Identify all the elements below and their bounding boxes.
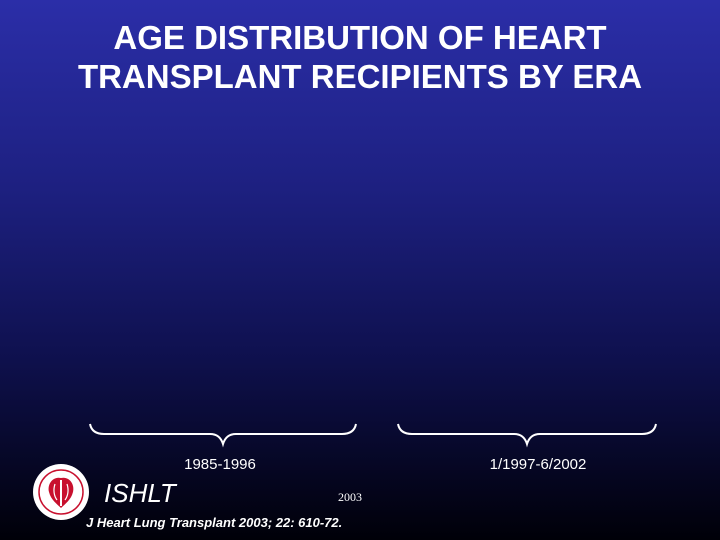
organization-name: ISHLT — [104, 478, 176, 508]
year-label: 2003 — [338, 490, 362, 504]
slide-title: AGE DISTRIBUTION OF HEART TRANSPLANT REC… — [0, 18, 720, 96]
citation: J Heart Lung Transplant 2003; 22: 610-72… — [86, 515, 343, 530]
era-brace-right — [397, 423, 657, 448]
title-line-2: TRANSPLANT RECIPIENTS BY ERA — [77, 58, 643, 95]
ishlt-logo — [33, 464, 89, 520]
era-brace-left — [89, 423, 357, 448]
era-label-2: 1/1997-6/2002 — [489, 456, 587, 473]
era-label-1: 1985-1996 — [184, 456, 256, 473]
title-line-1: AGE DISTRIBUTION OF HEART — [113, 19, 607, 56]
